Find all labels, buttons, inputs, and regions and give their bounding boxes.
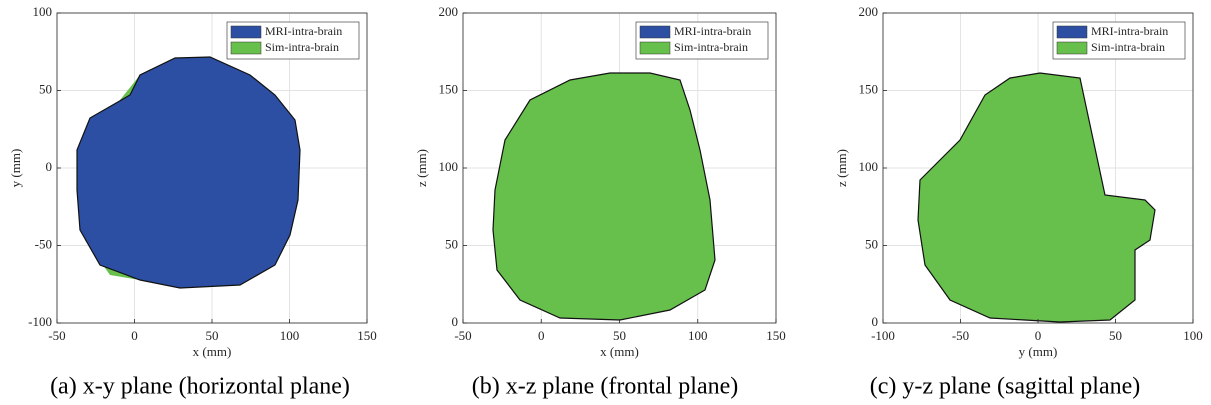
caption: (a) x-y plane (horizontal plane)	[50, 374, 350, 400]
y-tick-label: 150	[859, 81, 879, 96]
y-axis-label: y (mm)	[8, 149, 23, 188]
legend-label: Sim-intra-brain	[674, 40, 748, 54]
legend-swatch	[1056, 25, 1088, 39]
mesh-c	[917, 72, 1156, 323]
x-tick-label: 50	[613, 328, 626, 343]
x-tick-label: 100	[688, 328, 708, 343]
legend-swatch	[639, 25, 671, 39]
x-tick-label: 100	[1183, 328, 1203, 343]
x-tick-label: 0	[1035, 328, 1042, 343]
x-tick-label: 50	[1109, 328, 1122, 343]
legend-swatch	[230, 41, 262, 55]
legend-swatch	[230, 25, 262, 39]
y-tick-label: 200	[859, 4, 879, 19]
x-tick-label: -50	[48, 328, 65, 343]
x-tick-label: 100	[280, 328, 300, 343]
x-tick-label: 0	[538, 328, 545, 343]
x-tick-label: 150	[766, 328, 786, 343]
axes-frame	[462, 12, 777, 324]
x-tick-label: -50	[952, 328, 969, 343]
y-tick-label: 50	[865, 236, 878, 251]
y-tick-label: 0	[46, 159, 53, 174]
x-tick-label: 150	[357, 328, 377, 343]
legend-label: MRI-intra-brain	[674, 24, 751, 38]
y-tick-label: 0	[452, 314, 459, 329]
y-axis-label: z (mm)	[834, 149, 849, 187]
legend-swatch	[1056, 41, 1088, 55]
caption: (c) y-z plane (sagittal plane)	[870, 374, 1141, 400]
y-axis-label: z (mm)	[414, 149, 429, 187]
y-tick-label: -100	[28, 314, 52, 329]
x-axis-label: x (mm)	[600, 344, 639, 359]
axes-frame	[882, 12, 1194, 324]
axes-frame	[56, 12, 368, 324]
x-axis-label: y (mm)	[1019, 344, 1058, 359]
legend-label: Sim-intra-brain	[265, 40, 339, 54]
y-tick-label: 50	[39, 81, 52, 96]
y-tick-label: 150	[439, 81, 459, 96]
y-tick-label: 100	[859, 159, 879, 174]
y-tick-label: 0	[872, 314, 879, 329]
y-tick-label: -50	[35, 236, 52, 251]
y-tick-label: 100	[33, 4, 53, 19]
x-tick-label: -50	[454, 328, 471, 343]
legend-label: MRI-intra-brain	[1091, 24, 1168, 38]
x-axis-label: x (mm)	[193, 344, 232, 359]
legend-label: MRI-intra-brain	[265, 24, 342, 38]
x-tick-label: -100	[871, 328, 895, 343]
mesh-b	[492, 72, 716, 321]
y-tick-label: 200	[439, 4, 459, 19]
x-tick-label: 50	[206, 328, 219, 343]
legend-swatch	[639, 41, 671, 55]
y-tick-label: 100	[439, 159, 459, 174]
mesh-a	[76, 56, 301, 289]
caption: (b) x-z plane (frontal plane)	[472, 374, 739, 400]
y-tick-label: 50	[445, 236, 458, 251]
x-tick-label: 0	[131, 328, 138, 343]
legend-label: Sim-intra-brain	[1091, 40, 1165, 54]
